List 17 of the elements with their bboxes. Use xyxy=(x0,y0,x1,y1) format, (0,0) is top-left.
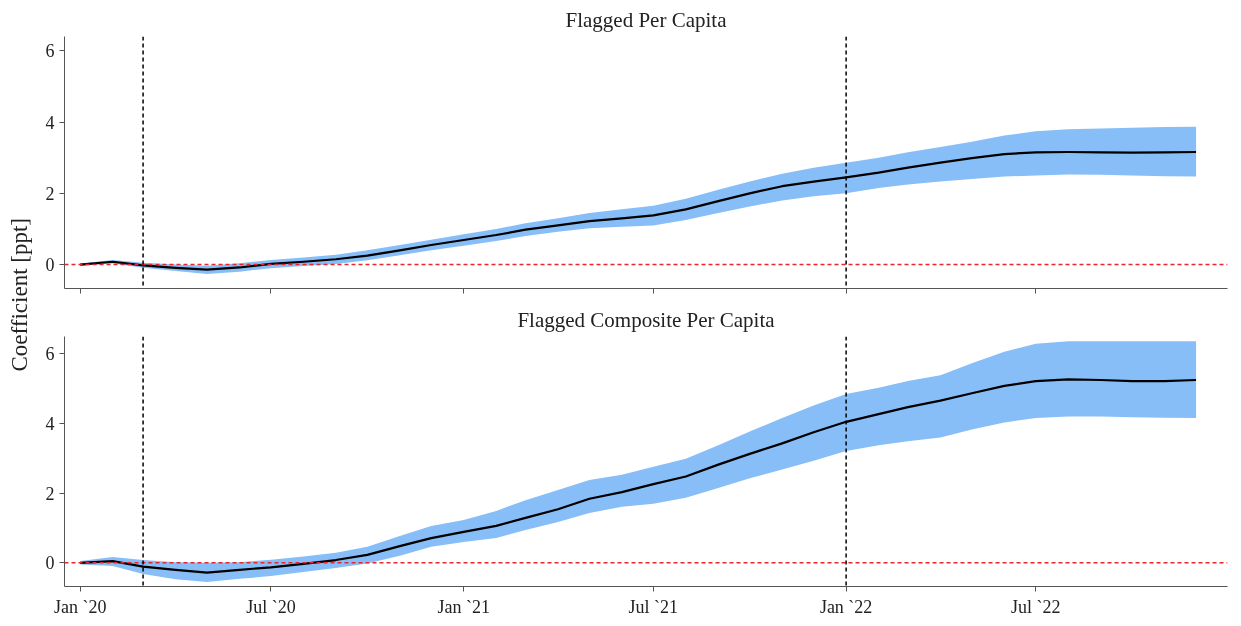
y-tick-label: 6 xyxy=(45,344,55,365)
x-tick-label: Jan `20 xyxy=(53,596,107,617)
chart-title: Flagged Per Capita xyxy=(565,7,728,32)
y-tick-label: 4 xyxy=(45,414,55,435)
y-tick-label: 0 xyxy=(45,553,55,574)
y-tick-label: 2 xyxy=(45,483,55,504)
x-tick-label: Jan `22 xyxy=(819,596,873,617)
y-tick-label: 6 xyxy=(45,41,55,62)
y-tick-label: 0 xyxy=(45,255,55,276)
x-tick-label: Jul `21 xyxy=(628,596,679,617)
y-tick-label: 2 xyxy=(45,183,55,204)
x-tick-label: Jan `21 xyxy=(437,596,490,617)
y-tick-label: 4 xyxy=(45,112,55,133)
x-tick-label: Jul `20 xyxy=(246,596,296,617)
chart-title: Flagged Composite Per Capita xyxy=(517,307,776,332)
y-axis-title: Coefficient [ppt] xyxy=(6,217,32,372)
x-tick-label: Jul `22 xyxy=(1011,596,1061,617)
